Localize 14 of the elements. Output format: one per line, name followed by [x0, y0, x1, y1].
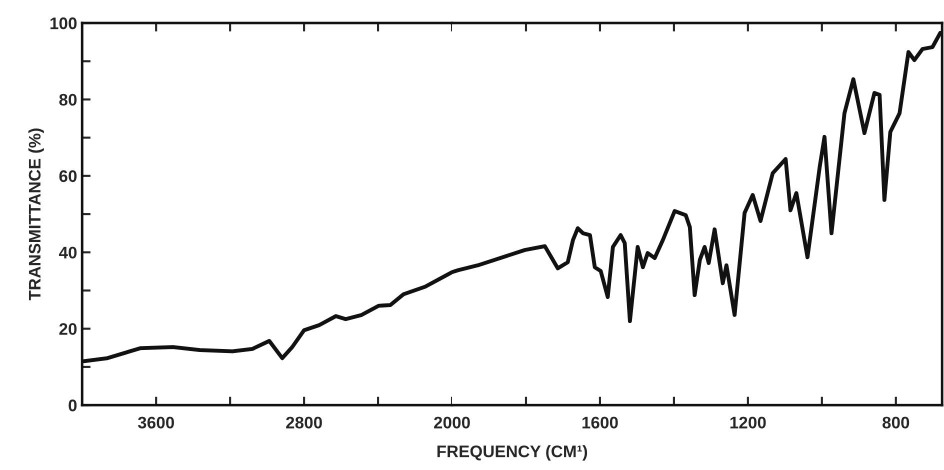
x-tick-label: 1600 [582, 416, 618, 428]
x-tick-label: 800 [882, 416, 910, 428]
y-tick-label: 60 [59, 170, 77, 182]
x-tick-label: 3600 [138, 416, 174, 429]
y-tick-label: 20 [59, 323, 77, 335]
x-tick-label: 2000 [434, 416, 470, 428]
y-tick-label: 40 [58, 246, 77, 258]
x-tick-label: 2800 [286, 416, 322, 428]
y-axis-title: TRANSMITTANCE (%) [28, 128, 44, 300]
y-tick-label: 80 [59, 94, 77, 106]
x-tick-label: 1200 [730, 416, 766, 428]
y-tick-label: 0 [68, 400, 77, 412]
x-axis-title: FREQUENCY (CM¹) [437, 445, 588, 461]
y-tick-label: 100 [50, 17, 77, 30]
